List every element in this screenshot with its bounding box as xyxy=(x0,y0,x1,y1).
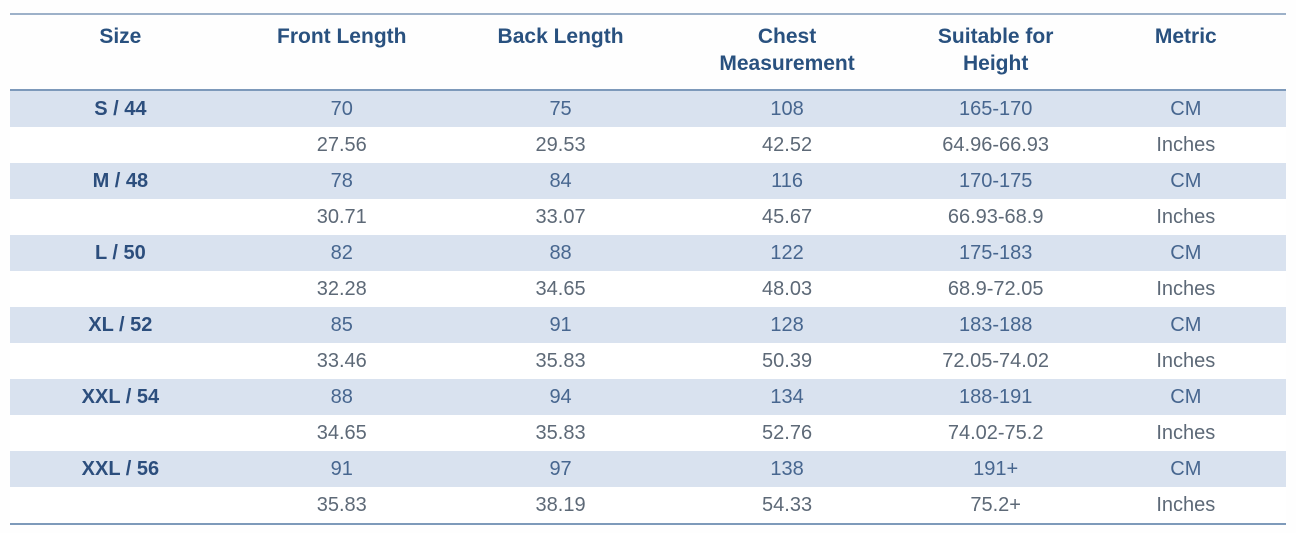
metric-cell: Inches xyxy=(1156,422,1216,444)
front-length-cell: 35.83 xyxy=(316,494,367,516)
chest-measurement-cell: 134 xyxy=(770,386,804,408)
table-header-row: Size Front Length Back Length Chest Meas… xyxy=(10,14,1286,91)
front-length-cell: 85 xyxy=(330,314,353,336)
chest-measurement-cell: 50.39 xyxy=(762,350,813,372)
back-length-cell: 38.19 xyxy=(535,494,586,516)
front-length-cell: 88 xyxy=(330,386,353,408)
chest-measurement-cell: 54.33 xyxy=(762,494,813,516)
back-length-cell: 35.83 xyxy=(535,422,586,444)
chest-measurement-cell: 116 xyxy=(771,170,803,192)
column-header-front-length: Front Length xyxy=(230,14,453,91)
table-row: S / 44 70 75 108 165-170 CM xyxy=(10,90,1286,127)
metric-cell: CM xyxy=(1170,98,1202,120)
table-row: 30.71 33.07 45.67 66.93-68.9 Inches xyxy=(10,199,1286,235)
size-cell: S / 44 xyxy=(94,98,147,120)
suitable-height-cell: 183-188 xyxy=(958,314,1033,336)
size-cell xyxy=(10,127,231,163)
chest-measurement-cell: 42.52 xyxy=(762,134,813,156)
chest-measurement-cell: 128 xyxy=(770,314,804,336)
size-cell xyxy=(10,415,231,451)
front-length-cell: 33.46 xyxy=(316,350,367,372)
chest-measurement-cell: 45.67 xyxy=(762,206,813,228)
suitable-height-cell: 72.05-74.02 xyxy=(942,350,1050,372)
metric-cell: CM xyxy=(1170,458,1202,480)
metric-cell: Inches xyxy=(1156,206,1216,228)
back-length-cell: 88 xyxy=(549,242,572,264)
back-length-cell: 33.07 xyxy=(535,206,586,228)
front-length-cell: 91 xyxy=(330,458,353,480)
size-cell xyxy=(10,343,231,379)
front-length-cell: 27.56 xyxy=(316,134,367,156)
size-cell xyxy=(10,487,231,524)
size-chart-table: Size Front Length Back Length Chest Meas… xyxy=(10,13,1286,525)
suitable-height-cell: 191+ xyxy=(973,458,1019,480)
back-length-cell: 75 xyxy=(549,98,572,120)
size-cell: L / 50 xyxy=(94,242,146,264)
metric-cell: CM xyxy=(1170,314,1202,336)
metric-cell: Inches xyxy=(1156,350,1216,372)
suitable-height-cell: 170-175 xyxy=(958,170,1033,192)
chest-measurement-cell: 122 xyxy=(770,242,804,264)
chest-measurement-cell: 48.03 xyxy=(762,278,813,300)
back-length-cell: 29.53 xyxy=(535,134,586,156)
back-length-cell: 91 xyxy=(549,314,572,336)
suitable-height-cell: 64.96-66.93 xyxy=(942,134,1050,156)
back-length-cell: 94 xyxy=(549,386,572,408)
column-header-back-length: Back Length xyxy=(452,14,669,91)
table-body: S / 44 70 75 108 165-170 CM 27.56 29.53 42.52 64.… xyxy=(10,90,1286,524)
table-row: 32.28 34.65 48.03 68.9-72.05 Inches xyxy=(10,271,1286,307)
front-length-cell: 78 xyxy=(330,170,353,192)
column-header-suitable-for-height: Suitable for Height xyxy=(905,14,1086,91)
suitable-height-cell: 75.2+ xyxy=(970,494,1021,516)
table-row: 27.56 29.53 42.52 64.96-66.93 Inches xyxy=(10,127,1286,163)
column-header-size: Size xyxy=(10,14,231,91)
table-row: L / 50 82 88 122 175-183 CM xyxy=(10,235,1286,271)
back-length-cell: 97 xyxy=(549,458,572,480)
size-cell: M / 48 xyxy=(92,170,149,192)
back-length-cell: 35.83 xyxy=(535,350,586,372)
metric-cell: Inches xyxy=(1156,134,1216,156)
table-row: 35.83 38.19 54.33 75.2+ Inches xyxy=(10,487,1286,524)
table-row: XXL / 54 88 94 134 188-191 CM xyxy=(10,379,1286,415)
suitable-height-cell: 74.02-75.2 xyxy=(947,422,1044,444)
metric-cell: CM xyxy=(1170,386,1202,408)
suitable-height-cell: 68.9-72.05 xyxy=(947,278,1044,300)
chest-measurement-cell: 108 xyxy=(770,98,804,120)
back-length-cell: 84 xyxy=(549,170,572,192)
back-length-cell: 34.65 xyxy=(535,278,586,300)
table-row: XL / 52 85 91 128 183-188 CM xyxy=(10,307,1286,343)
suitable-height-cell: 175-183 xyxy=(958,242,1033,264)
metric-cell: CM xyxy=(1170,242,1202,264)
front-length-cell: 30.71 xyxy=(316,206,367,228)
table-row: M / 48 78 84 116 170-175 CM xyxy=(10,163,1286,199)
table-row: XXL / 56 91 97 138 191+ CM xyxy=(10,451,1286,487)
suitable-height-cell: 66.93-68.9 xyxy=(947,206,1044,228)
front-length-cell: 32.28 xyxy=(316,278,367,300)
chest-measurement-cell: 52.76 xyxy=(762,422,813,444)
size-cell: XXL / 56 xyxy=(81,458,160,480)
metric-cell: Inches xyxy=(1156,494,1216,516)
chest-measurement-cell: 138 xyxy=(770,458,804,480)
table-row: 33.46 35.83 50.39 72.05-74.02 Inches xyxy=(10,343,1286,379)
front-length-cell: 82 xyxy=(330,242,353,264)
suitable-height-cell: 165-170 xyxy=(958,98,1033,120)
table-row: 34.65 35.83 52.76 74.02-75.2 Inches xyxy=(10,415,1286,451)
metric-cell: Inches xyxy=(1156,278,1216,300)
column-header-metric: Metric xyxy=(1085,14,1286,91)
metric-cell: CM xyxy=(1170,170,1202,192)
size-cell xyxy=(10,199,231,235)
size-cell: XXL / 54 xyxy=(81,386,160,408)
size-cell: XL / 52 xyxy=(88,314,153,336)
column-header-chest-measurement: Chest Measurement xyxy=(668,14,906,91)
front-length-cell: 34.65 xyxy=(316,422,367,444)
suitable-height-cell: 188-191 xyxy=(958,386,1033,408)
front-length-cell: 70 xyxy=(330,98,353,120)
size-cell xyxy=(10,271,231,307)
